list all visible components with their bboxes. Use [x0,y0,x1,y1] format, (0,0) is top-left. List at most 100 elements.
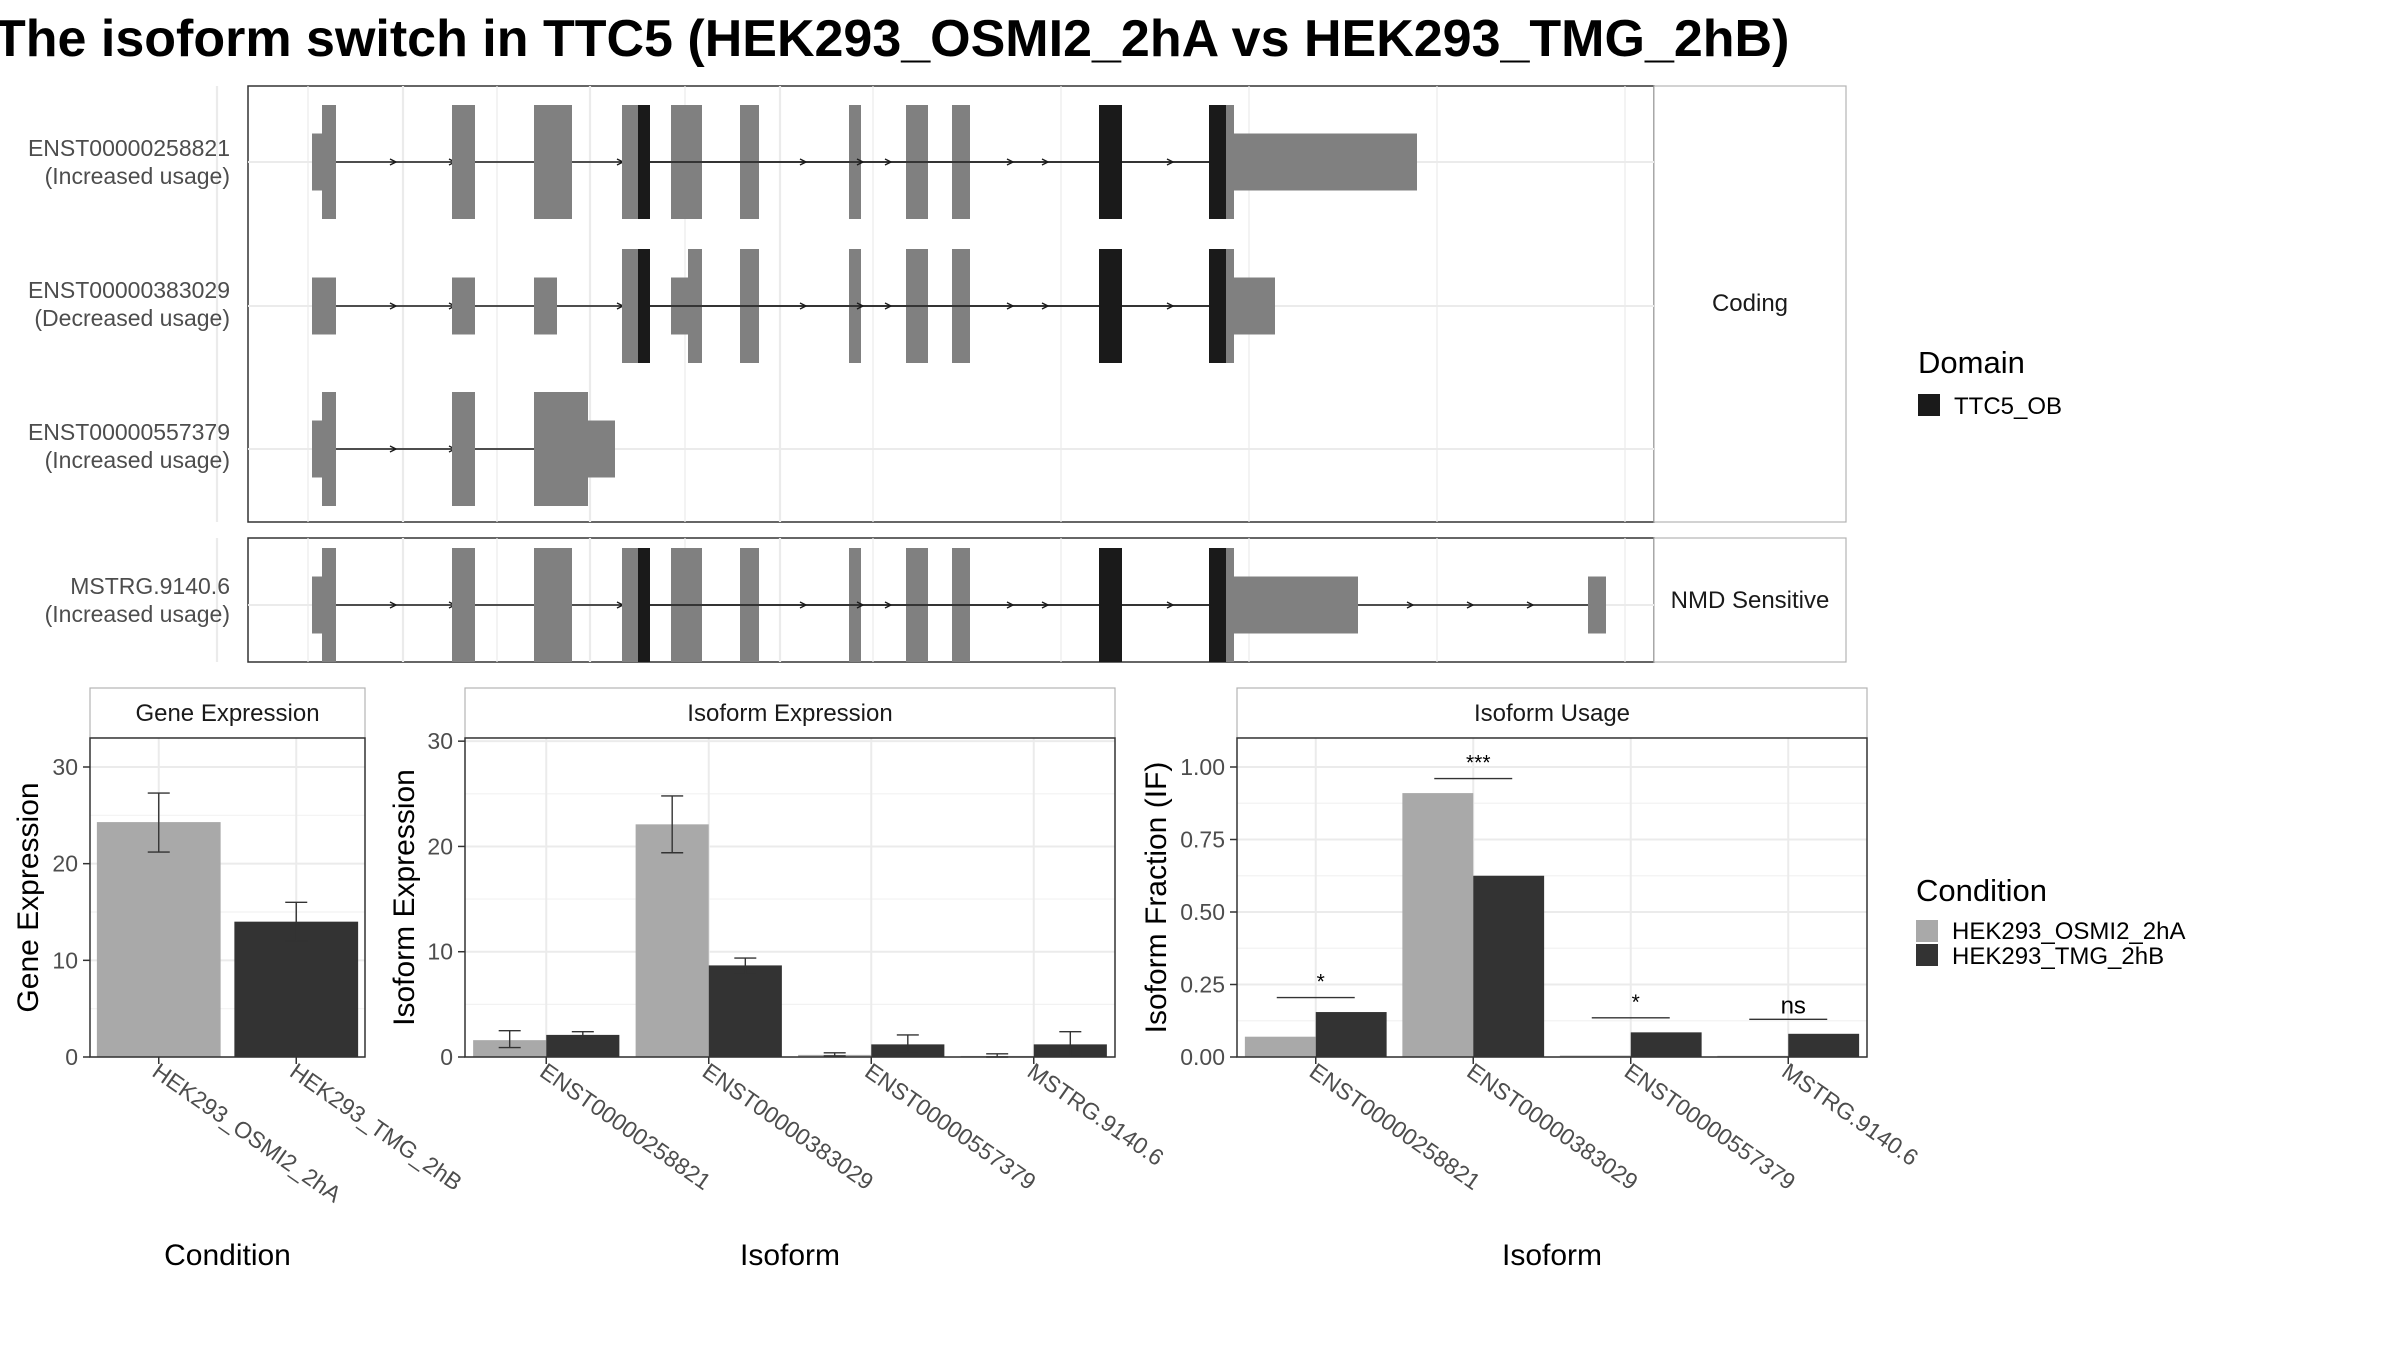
significance-label: * [1632,991,1640,1014]
utr-exon [1234,277,1275,335]
y-axis-title: Isoform Expression [388,769,421,1026]
y-axis-title: Isoform Fraction (IF) [1140,762,1173,1034]
y-tick-label: 30 [52,754,78,780]
condition-legend-swatch [1916,944,1938,966]
coding-exon [1226,249,1234,363]
intron-arrow [856,158,865,166]
y-tick-label: 20 [52,851,78,877]
intron-arrow [1041,302,1050,310]
condition-legend-swatch [1916,920,1938,942]
bar [635,824,709,1057]
utr-exon [312,277,336,335]
coding-exon [622,548,638,662]
utr-exon [312,133,322,191]
plot-panel [465,738,1115,1057]
condition-legend-title: Condition [1916,873,2047,908]
x-tick-label: ENST00000557379 [860,1058,1040,1195]
error-bar [1059,1031,1082,1057]
x-tick-label: ENST00000383029 [1462,1058,1642,1195]
intron-arrow [1466,601,1475,609]
y-tick-label: 30 [427,728,453,754]
coding-facet-strip [1653,85,1847,523]
intron-arrow [856,601,865,609]
error-bar [498,1029,521,1049]
domain-exon [1209,249,1226,363]
domain-legend-swatch [1918,394,1940,416]
error-bar [661,795,684,854]
coding-facet-label: Coding [1712,290,1788,317]
coding-exon [1226,105,1234,219]
bar [1244,1036,1316,1057]
x-tick-label: MSTRG.9140.6 [1777,1058,1923,1171]
transcript-usage-label: (Increased usage) [45,447,230,473]
error-bar [571,1031,594,1039]
coding-exon [534,105,572,219]
nmd-facet-label: NMD Sensitive [1671,587,1830,614]
y-tick-label: 0.00 [1180,1044,1225,1070]
condition-legend-label: HEK293_OSMI2_2hA [1952,918,2185,945]
utr-exon [452,277,475,335]
intron-arrow [1406,601,1415,609]
nmd-facet-strip [1653,537,1847,663]
plot-panel [1237,738,1867,1057]
transcript-id-label: ENST00000557379 [28,419,230,445]
significance-label: *** [1466,752,1491,775]
y-tick-label: 0.25 [1180,972,1225,998]
coding-exon [322,105,336,219]
domain-exon [1099,105,1122,219]
utr-exon [534,277,557,335]
bar [234,921,359,1057]
coding-exon [622,105,638,219]
facet-strip [89,687,366,739]
domain-exon [638,249,650,363]
facet-strip [1236,687,1868,739]
utr-exon [1234,576,1358,634]
error-bar [285,901,308,942]
chart-title: Isoform Expression [687,700,892,727]
x-tick-label: ENST00000557379 [1620,1058,1800,1195]
transcript-usage-label: (Increased usage) [45,163,230,189]
coding-exon [322,548,336,662]
domain-legend-title: Domain [1918,345,2025,380]
transcript-usage-label: (Increased usage) [45,601,230,627]
bar [708,965,782,1057]
coding-exon [534,392,588,506]
domain-exon [638,105,650,219]
intron-arrow [1526,601,1535,609]
intron-arrow [389,302,398,310]
chart-1: Isoform Expression 0 10 20 30 ENST00000258821… [388,687,1169,1272]
chart-title: Gene Expression [135,700,319,727]
domain-legend: Domain TTC5_OB [1918,345,2062,420]
x-tick-label: ENST00000258821 [535,1058,715,1195]
y-tick-label: 0.75 [1180,827,1225,853]
intron-arrow [389,445,398,453]
significance-label: * [1317,971,1325,994]
domain-exon [1209,548,1226,662]
y-tick-label: 0 [440,1044,453,1070]
transcript-usage-label: (Decreased usage) [34,305,230,331]
transcript-id-label: MSTRG.9140.6 [70,573,230,599]
y-tick-label: 20 [427,833,453,859]
utr-exon [1588,576,1606,634]
intron-arrow [856,302,865,310]
transcript-id-label: ENST00000258821 [28,135,230,161]
bar [546,1034,620,1057]
utr-exon [1234,133,1417,191]
x-axis-title: Condition [164,1239,291,1272]
bar [473,1040,547,1057]
intron-arrow [1166,158,1175,166]
utr-exon [588,420,615,478]
intron-arrow [1166,302,1175,310]
domain-exon [1099,249,1122,363]
bar [1473,875,1545,1057]
domain-exon [638,548,650,662]
y-tick-label: 0 [65,1044,78,1070]
coding-exon [452,548,475,662]
y-tick-label: 10 [52,947,78,973]
y-tick-label: 1.00 [1180,754,1225,780]
facet-strip [464,687,1116,739]
transcript-structures [312,105,1606,662]
plot-panel-border [89,737,366,1058]
y-axis-title: Gene Expression [12,782,45,1012]
